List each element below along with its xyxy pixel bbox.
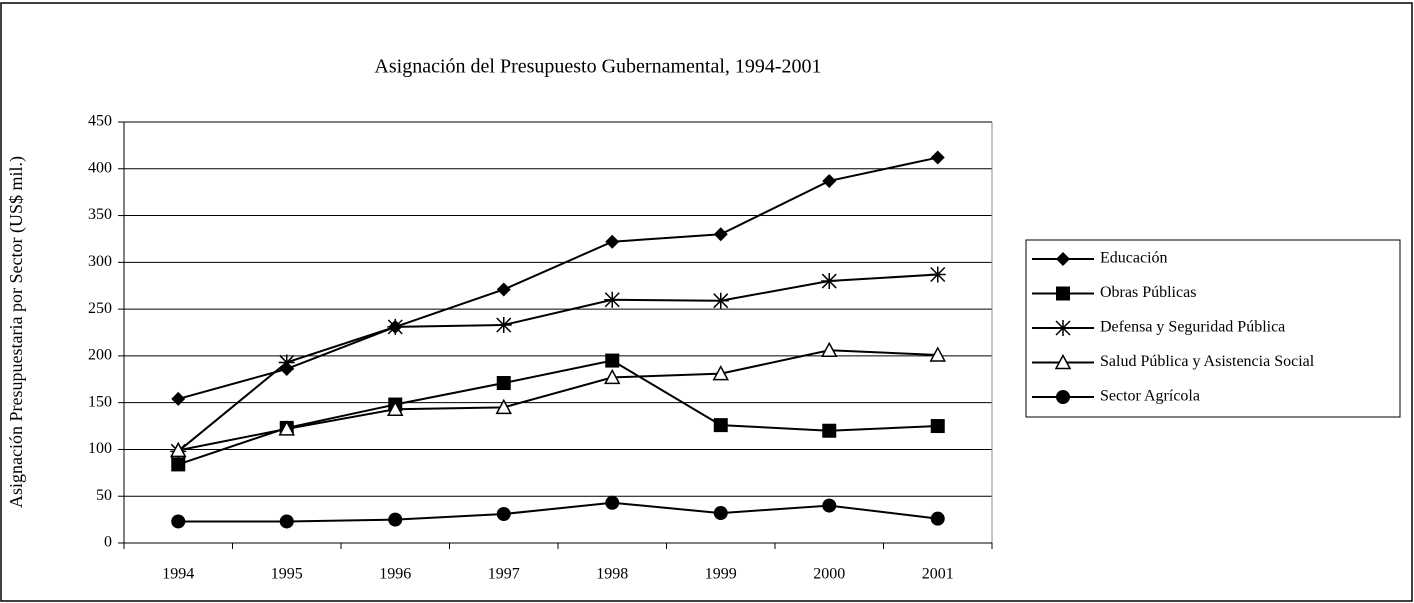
y-tick-label: 150: [88, 393, 112, 410]
x-tick-label: 1996: [379, 566, 411, 583]
data-point: [387, 318, 404, 335]
data-point: [822, 498, 837, 513]
legend-label: Educación: [1100, 250, 1168, 267]
data-point: [929, 346, 947, 362]
data-point: [713, 227, 728, 242]
y-tick-label: 300: [88, 253, 112, 270]
chart-title: Asignación del Presupuesto Gubernamental…: [374, 56, 821, 78]
legend-marker: [1055, 320, 1071, 336]
series-line: [177, 156, 938, 400]
legend-label: Sector Agrícola: [1100, 388, 1200, 405]
series-line: [177, 359, 938, 466]
data-point: [386, 400, 404, 416]
legend-label: Salud Pública y Asistencia Social: [1100, 353, 1315, 370]
data-point: [388, 512, 403, 527]
data-point: [605, 353, 620, 368]
data-point: [278, 420, 296, 436]
data-point: [930, 511, 945, 526]
data-point: [278, 354, 295, 371]
data-point: [603, 368, 621, 385]
x-tick-label: 2000: [813, 566, 845, 583]
x-tick-label: 1994: [162, 566, 194, 583]
data-point: [171, 391, 186, 406]
data-point: [930, 419, 945, 434]
data-point: [713, 418, 728, 433]
legend-label: Defensa y Seguridad Pública: [1100, 319, 1285, 336]
x-tick-label: 1999: [705, 566, 737, 583]
series-line: [177, 273, 938, 453]
data-point: [496, 282, 511, 297]
x-tick-label: 1998: [596, 566, 628, 583]
legend-label: Obras Públicas: [1100, 284, 1196, 301]
y-tick-label: 50: [96, 487, 112, 504]
data-point: [930, 150, 945, 165]
legend-marker: [1056, 286, 1070, 301]
y-tick-label: 100: [88, 440, 112, 457]
data-point: [713, 506, 728, 521]
series-line: [178, 501, 938, 523]
data-point: [929, 266, 946, 283]
legend-marker: [1056, 252, 1070, 266]
data-point: [171, 457, 186, 472]
data-point: [495, 317, 512, 334]
data-point: [712, 292, 729, 309]
x-tick-label: 1995: [271, 566, 303, 583]
legend-marker: [1054, 353, 1072, 370]
y-tick-label: 450: [88, 113, 112, 130]
data-point: [822, 173, 837, 188]
y-tick-label: 350: [88, 206, 112, 223]
y-tick-label: 400: [88, 159, 112, 176]
y-tick-label: 0: [104, 534, 112, 551]
data-point: [605, 234, 620, 249]
x-tick-label: 2001: [922, 566, 954, 583]
data-point: [604, 291, 621, 308]
y-axis-label: Asignación Presupuestaria por Sector (US…: [6, 156, 27, 508]
data-point: [496, 376, 511, 391]
data-point: [496, 506, 511, 521]
y-tick-label: 250: [88, 300, 112, 317]
y-tick-label: 200: [88, 347, 112, 364]
data-point: [169, 441, 187, 458]
x-tick-label: 1997: [488, 566, 520, 583]
data-point: [605, 495, 620, 510]
series-line: [178, 349, 938, 452]
data-point: [822, 423, 837, 438]
legend-marker: [1056, 390, 1070, 404]
data-point: [712, 365, 730, 381]
data-point: [820, 341, 838, 358]
data-point: [821, 273, 838, 290]
data-point: [171, 514, 186, 529]
data-point: [495, 398, 513, 415]
data-point: [279, 514, 294, 529]
